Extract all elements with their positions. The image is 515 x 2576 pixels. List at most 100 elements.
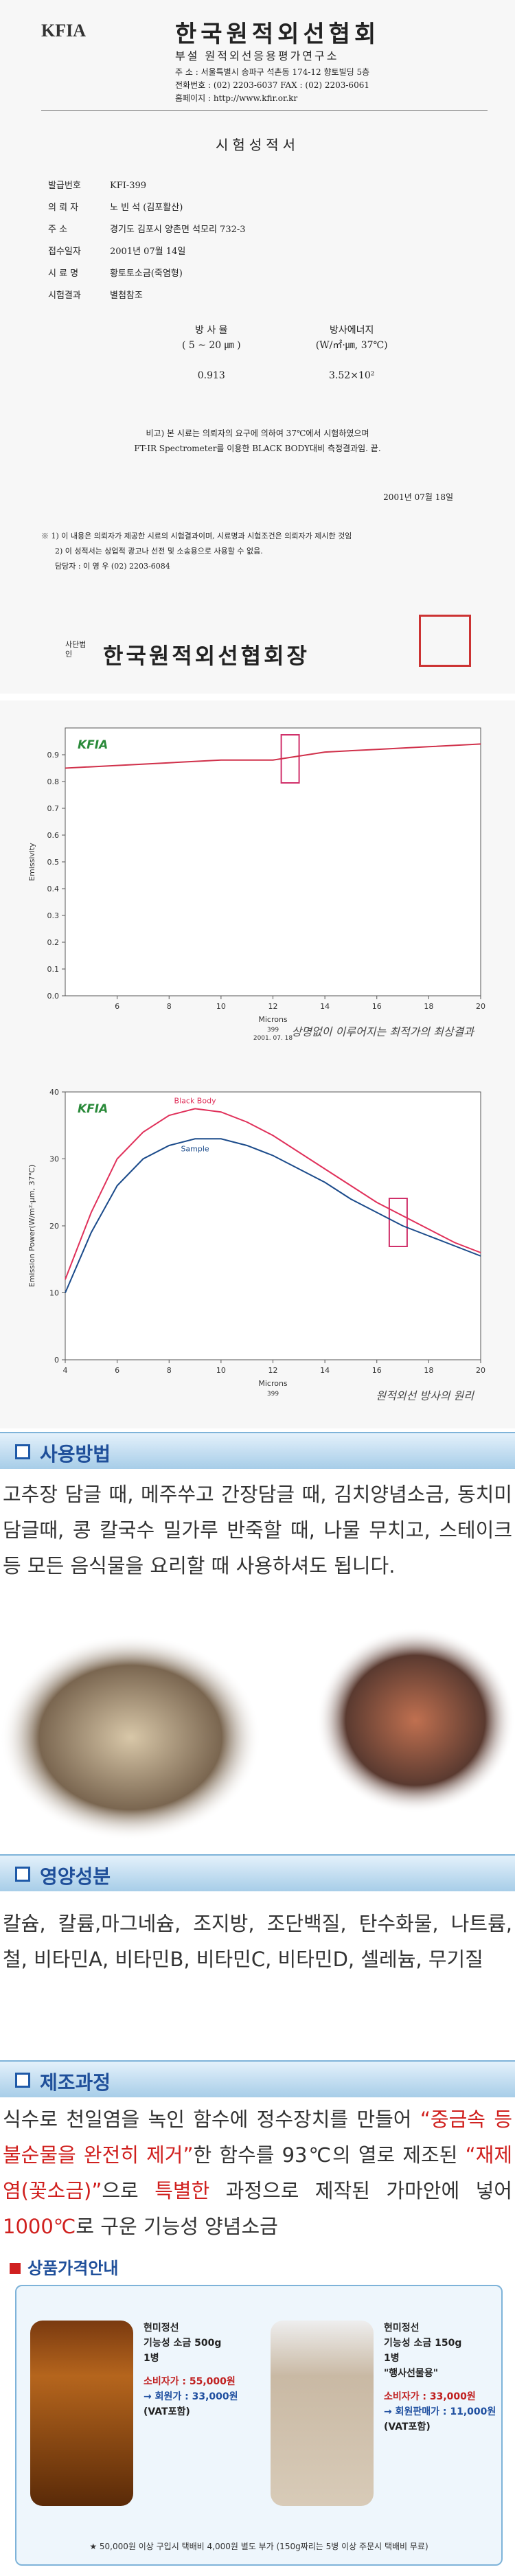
fields: 발급번호 KFI-399 의 뢰 자 노 빈 석 (김포활산) 주 소 경기도 김포시 양…: [48, 175, 246, 307]
process-segment: “중금속 등 불순물을 완전히 제거”: [3, 2108, 512, 2167]
footnote: 2) 이 성적서는 상업적 광고나 선전 및 소송용으로 사용할 수 없음.: [55, 547, 263, 556]
plot-frame: [65, 1091, 481, 1360]
product: 현미정선 기능성 소금 500g 1병 소비자가 : 55,000원 → 회원가 : 3…: [23, 2307, 257, 2527]
field-value: 별첨참조: [110, 290, 143, 301]
y-tick-label: 40: [49, 1088, 59, 1097]
product-text: 현미정선 기능성 소금 150g 1병 "행사선물용" 소비자가 : 33,000원 → …: [384, 2321, 496, 2435]
photo-steak: [316, 1628, 515, 1813]
y-tick-label: 20: [49, 1222, 59, 1231]
x-tick-label: 12: [268, 1002, 278, 1011]
field-label: 시험결과: [48, 290, 81, 301]
result-value: 0.913: [197, 370, 225, 381]
contact: 담당자 : 이 영 우 (02) 2203-6084: [55, 562, 170, 571]
icon: [15, 2073, 30, 2088]
result-value: 3.52×10²: [329, 370, 375, 381]
series-label: Black Body: [174, 1096, 217, 1105]
product-jar: [271, 2321, 374, 2506]
x-tick-label: 10: [216, 1366, 226, 1375]
series-line: [65, 1108, 481, 1280]
process-text: 식수로 천일염을 녹인 함수에 정수장치를 만들어 “중금속 등 불순물을 완전…: [0, 2101, 515, 2244]
doc-title: 시험성적서: [216, 137, 299, 153]
y-tick-label: 0.6: [47, 831, 60, 840]
heading: 제조과정: [40, 2071, 111, 2094]
results: 방 사 율 ( 5 ~ 20 ㎛ ) 0.913 방사에너지 (W/㎡·㎛, 37℃)…: [137, 323, 426, 383]
product-retail: 소비자가 : 33,000원: [384, 2391, 476, 2402]
certificate: KFIA 한국원적외선협회 부설 원적외선응용평가연구소 주 소 : 서울특별시…: [0, 0, 515, 694]
process-segment: 식수로 천일염을 녹인 함수에 정수장치를 만들어: [3, 2108, 420, 2131]
handwritten-note: 원적외선 방사의 원리: [376, 1389, 474, 1402]
field-row: 시 료 명 황토토소금(죽염형): [48, 263, 246, 285]
y-tick-label: 10: [49, 1289, 59, 1298]
nutrition-text: 칼슘, 칼륨,마그네슘, 조지방, 조단백질, 탄수화물, 나트륨, 철, 비타…: [3, 1912, 512, 1971]
y-tick-label: 0.4: [47, 885, 60, 893]
result-head: 방사에너지: [330, 325, 374, 336]
field-row: 발급번호 KFI-399: [48, 175, 246, 197]
divider: [41, 110, 488, 111]
chart-date: 2001. 07. 18: [253, 1035, 293, 1042]
x-tick-label: 8: [167, 1366, 172, 1375]
y-axis-label: Emissivity: [27, 843, 36, 881]
icon: [15, 1444, 30, 1459]
price-footer: ★ 50,000원 이상 구입시 택배비 4,000원 별도 부가 (150g짜…: [89, 2542, 428, 2551]
x-axis-label: Microns: [258, 1379, 288, 1388]
product-line: 1병: [384, 2353, 400, 2364]
field-row: 접수일자 2001년 07월 14일: [48, 241, 246, 263]
x-tick-label: 6: [115, 1366, 119, 1375]
field-row: 의 뢰 자 노 빈 석 (김포활산): [48, 197, 246, 219]
chart-code: 399: [267, 1027, 279, 1034]
process-segment: 한 함수를 93℃의 열로 제조된: [193, 2143, 466, 2167]
product-member: → 회원판매가 : 11,000원: [384, 2406, 496, 2417]
product-text: 현미정선 기능성 소금 500g 1병 소비자가 : 55,000원 → 회원가 : 3…: [144, 2321, 238, 2419]
icon: [15, 1867, 30, 1882]
x-tick-label: 20: [476, 1002, 485, 1011]
section-header: 사용방법: [0, 1432, 515, 1469]
photo-chefs: [0, 1634, 261, 1840]
process-segment: 로 구운 기능성 양념소금: [76, 2215, 278, 2238]
heading: 영양성분: [40, 1865, 111, 1888]
institute: 부설 원적외선응용평가연구소: [175, 49, 339, 62]
emission-chart: 0 10 20 30 40 4 6 8 10 12 14 16 18 20 KFIA Emission Pow…: [0, 1064, 515, 1428]
icon: [10, 2263, 21, 2274]
footnotes: ※ 1) 이 내용은 의뢰자가 제공한 시료의 시험결과이며, 시료명과 시험조…: [41, 529, 352, 574]
address-line: 주 소 : 서울특별시 송파구 석촌동 174-12 향토빌딩 5층: [175, 67, 370, 77]
x-tick-label: 6: [115, 1002, 119, 1011]
series-label: Sample: [181, 1144, 209, 1153]
x-tick-label: 16: [372, 1002, 382, 1011]
stamp: [388, 1198, 408, 1247]
x-tick-label: 14: [320, 1366, 330, 1375]
y-tick-label: 0.2: [47, 938, 60, 947]
product-line: 현미정선: [384, 2323, 420, 2334]
result-sub: ( 5 ~ 20 ㎛ ): [181, 340, 241, 351]
product-retail: 소비자가 : 55,000원: [144, 2376, 236, 2387]
series-line: [65, 1138, 481, 1293]
signature: 한국원적외선협회장: [103, 643, 310, 669]
chart-logo: KFIA: [78, 738, 108, 752]
product-line: "행사선물용": [384, 2368, 438, 2379]
plot-frame: [65, 727, 481, 996]
x-tick-label: 16: [372, 1366, 382, 1375]
y-tick-label: 0.1: [47, 965, 60, 974]
note: 비고) 본 시료는 의뢰자의 요구에 의하여 37℃에서 시험하였으며: [146, 429, 369, 438]
field-label: 의 뢰 자: [48, 203, 79, 213]
y-tick-label: 0.9: [47, 751, 60, 760]
field-label: 주 소: [48, 225, 68, 235]
y-tick-label: 0.5: [47, 858, 60, 867]
y-tick-label: 0: [54, 1356, 59, 1365]
field-label: 시 료 명: [48, 269, 79, 279]
field-value: 노 빈 석 (김포활산): [110, 203, 183, 213]
x-axis-label: Microns: [258, 1015, 288, 1024]
price-box: ★ 50,000원 이상 구입시 택배비 4,000원 별도 부가 (150g짜…: [15, 2285, 503, 2566]
product-line: 기능성 소금 500g: [144, 2338, 222, 2349]
x-tick-label: 18: [424, 1002, 433, 1011]
price-heading: 상품가격안내: [10, 2255, 118, 2279]
y-tick-label: 0.0: [47, 992, 60, 1001]
field-value: 경기도 김포시 양촌면 석모리 732-3: [110, 225, 246, 235]
field-value: KFI-399: [110, 181, 147, 191]
field-label: 접수일자: [48, 247, 81, 257]
emissivity-chart: 0.0 0.1 0.2 0.3 0.4 0.5 0.6 0.7 0.8 0.9 6 8 10 12 14 16…: [0, 700, 515, 1064]
product-line: 현미정선: [144, 2323, 179, 2334]
product-line: 1병: [144, 2353, 159, 2364]
